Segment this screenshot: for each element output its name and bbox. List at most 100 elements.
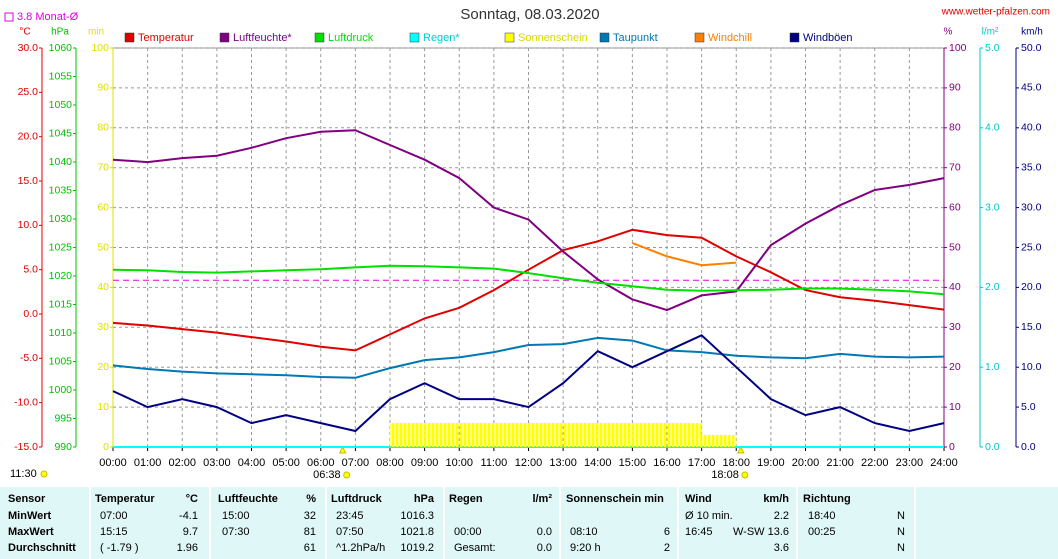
y-tick-label: 20 (97, 361, 109, 373)
y-tick-label: 15.0 (18, 175, 39, 187)
y-tick-label: 1030 (49, 213, 73, 225)
y-tick-label: 70 (949, 161, 961, 173)
sun-bar (424, 423, 460, 447)
table-cell: 15:00 (222, 510, 250, 522)
y-tick-label: 1.0 (985, 361, 1000, 373)
table-cell: 0.0 (537, 542, 552, 554)
y-tick-label: 60 (97, 201, 109, 213)
y-tick-label: -15.0 (14, 441, 38, 453)
table-cell: 9:20 h (570, 542, 601, 554)
y-tick-label: 25.0 (18, 86, 39, 98)
table-cell: 08:10 (570, 526, 598, 538)
table-cell: 9.7 (183, 526, 198, 538)
table-cell: 2.2 (774, 510, 789, 522)
y-tick-label: 60 (949, 201, 961, 213)
x-tick-label: 10:00 (445, 457, 473, 469)
table-cell: -4.1 (179, 510, 198, 522)
y-tick-label: 70 (97, 161, 109, 173)
x-tick-label: 22:00 (861, 457, 889, 469)
x-tick-label: 21:00 (826, 457, 854, 469)
y-tick-label: 1060 (49, 42, 73, 54)
table-header: hPa (414, 493, 435, 505)
y-tick-label: 35.0 (1021, 161, 1042, 173)
sun-bar (597, 423, 633, 447)
series-line (112, 228, 945, 352)
legend-label: Sonnenschein (518, 32, 588, 44)
legend-swatch (789, 32, 800, 43)
legend-label: Luftdruck (328, 32, 374, 44)
table-cell: 61 (304, 542, 316, 554)
y-tick-label: 20.0 (18, 130, 39, 142)
table-header: l/m² (532, 493, 552, 505)
x-tick-label: 12:00 (515, 457, 543, 469)
sun-bar (632, 423, 667, 447)
y-tick-label: 1000 (49, 384, 73, 396)
y-tick-label: 5.0 (23, 263, 38, 275)
y-tick-label: 10 (97, 401, 109, 413)
legend-swatch (694, 32, 705, 43)
legend-swatch (504, 32, 515, 43)
table-cell: N (897, 526, 905, 538)
y-tick-label: 40 (949, 281, 961, 293)
table-cell: 23:45 (336, 510, 364, 522)
x-tick-label: 05:00 (272, 457, 300, 469)
y-tick-label: 1020 (49, 270, 73, 282)
table-cell: 18:40 (808, 510, 836, 522)
y-tick-label: 30 (949, 321, 961, 333)
y-axis-title: °C (19, 27, 30, 38)
legend-label: Windchill (708, 32, 752, 44)
table-cell: ( -1.79 ) (100, 542, 139, 554)
row-label: MinWert (8, 510, 52, 522)
y-tick-label: 10 (949, 401, 961, 413)
y-tick-label: 1045 (49, 127, 73, 139)
x-tick-label: 18:00 (722, 457, 750, 469)
sun-icon (40, 470, 48, 478)
table-cell: 00:00 (454, 526, 482, 538)
y-tick-label: 25.0 (1021, 241, 1042, 253)
sun-bar (667, 423, 702, 447)
y-tick-label: 10.0 (1021, 361, 1042, 373)
y-tick-label: 1040 (49, 156, 73, 168)
x-tick-label: 13:00 (549, 457, 577, 469)
legend-label: Taupunkt (613, 32, 658, 44)
table-cell: 3.6 (774, 542, 789, 554)
y-tick-label: 0.0 (1021, 441, 1036, 453)
table-cell: 1019.2 (400, 542, 434, 554)
x-tick-label: 14:00 (584, 457, 612, 469)
x-tick-label: 02:00 (168, 457, 196, 469)
series-line (112, 336, 945, 379)
table-bg (0, 487, 1058, 559)
y-tick-label: 50 (949, 241, 961, 253)
y-axis-title: l/m² (982, 27, 999, 38)
table-cell: 81 (304, 526, 316, 538)
y-axis-title: km/h (1021, 27, 1043, 38)
table-header: Luftdruck (331, 493, 383, 505)
legend-swatch (314, 32, 325, 43)
table-header: Wind (685, 493, 712, 505)
sun-bar (459, 423, 494, 447)
y-axis-title: min (88, 27, 104, 38)
y-tick-label: -10.0 (14, 396, 38, 408)
table-cell: 32 (304, 510, 316, 522)
legend-swatch (219, 32, 230, 43)
table-cell: ^1.2hPa/h (336, 542, 385, 554)
table-cell: 1021.8 (400, 526, 434, 538)
series-line (112, 264, 945, 296)
table-header: Sensor (8, 493, 46, 505)
table-header: % (306, 493, 316, 505)
x-tick-label: 17:00 (688, 457, 716, 469)
x-tick-label: 06:00 (307, 457, 335, 469)
table-header: km/h (763, 493, 789, 505)
y-tick-label: 80 (97, 122, 109, 134)
series-line (632, 242, 737, 267)
y-tick-label: 80 (949, 122, 961, 134)
legend-swatch (124, 32, 135, 43)
table-cell: 07:00 (100, 510, 128, 522)
y-tick-label: 0.0 (23, 308, 38, 320)
y-axis-title: hPa (51, 27, 69, 38)
y-tick-label: 4.0 (985, 122, 1000, 134)
table-header: °C (186, 493, 198, 505)
table-header: Richtung (803, 493, 851, 505)
sun-bar (528, 423, 564, 447)
